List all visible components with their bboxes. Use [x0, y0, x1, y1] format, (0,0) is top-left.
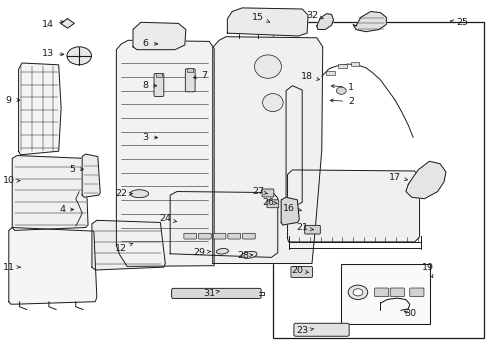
Text: 6: 6 — [142, 40, 158, 49]
FancyBboxPatch shape — [304, 225, 320, 234]
Polygon shape — [405, 161, 445, 199]
Circle shape — [67, 47, 91, 65]
Polygon shape — [212, 37, 322, 264]
Ellipse shape — [262, 94, 283, 112]
Text: 32: 32 — [305, 10, 323, 19]
Polygon shape — [352, 12, 386, 32]
Polygon shape — [227, 8, 307, 36]
Text: 31: 31 — [203, 289, 219, 298]
Bar — [272, 22, 483, 338]
Polygon shape — [287, 170, 419, 242]
Text: 25: 25 — [449, 18, 467, 27]
Polygon shape — [285, 86, 302, 207]
Text: 3: 3 — [142, 133, 158, 142]
Text: 28: 28 — [237, 251, 252, 260]
FancyBboxPatch shape — [350, 62, 359, 66]
Text: 11: 11 — [3, 263, 20, 271]
Polygon shape — [82, 154, 100, 197]
Text: 15: 15 — [252, 13, 269, 22]
FancyBboxPatch shape — [374, 288, 388, 297]
Bar — [341, 264, 429, 324]
Text: 29: 29 — [193, 248, 211, 257]
FancyBboxPatch shape — [185, 69, 195, 92]
FancyBboxPatch shape — [187, 68, 193, 72]
Circle shape — [347, 285, 367, 300]
Text: 20: 20 — [291, 266, 308, 275]
FancyBboxPatch shape — [325, 71, 334, 75]
Text: 14: 14 — [42, 20, 64, 29]
FancyBboxPatch shape — [198, 233, 211, 239]
Ellipse shape — [241, 251, 257, 258]
Text: 9: 9 — [6, 95, 20, 104]
Circle shape — [336, 87, 346, 94]
FancyBboxPatch shape — [213, 233, 225, 239]
Polygon shape — [9, 228, 97, 304]
Text: 10: 10 — [3, 176, 20, 185]
Ellipse shape — [254, 55, 281, 78]
Text: 27: 27 — [252, 187, 267, 196]
Text: 19: 19 — [421, 263, 433, 278]
Polygon shape — [281, 197, 299, 225]
Text: 17: 17 — [388, 173, 407, 181]
FancyBboxPatch shape — [242, 233, 255, 239]
Text: 7: 7 — [193, 71, 207, 80]
FancyBboxPatch shape — [262, 189, 273, 197]
FancyBboxPatch shape — [266, 200, 278, 208]
FancyBboxPatch shape — [183, 233, 196, 239]
Text: 18: 18 — [301, 72, 319, 81]
Text: 1: 1 — [330, 83, 353, 91]
Text: 16: 16 — [282, 204, 301, 212]
Circle shape — [352, 289, 362, 296]
Text: 8: 8 — [142, 81, 157, 90]
Polygon shape — [316, 14, 333, 30]
FancyBboxPatch shape — [171, 288, 261, 298]
Text: 26: 26 — [262, 198, 277, 207]
Text: 12: 12 — [115, 243, 133, 253]
Polygon shape — [19, 63, 61, 155]
FancyBboxPatch shape — [154, 73, 163, 96]
Text: 2: 2 — [329, 97, 353, 106]
FancyBboxPatch shape — [293, 323, 348, 336]
FancyBboxPatch shape — [227, 233, 240, 239]
Text: 30: 30 — [403, 309, 415, 318]
Text: 22: 22 — [115, 189, 133, 198]
FancyBboxPatch shape — [290, 266, 312, 278]
Text: 23: 23 — [296, 326, 313, 335]
Polygon shape — [12, 156, 88, 230]
Text: 24: 24 — [159, 214, 177, 223]
FancyBboxPatch shape — [156, 73, 162, 77]
Text: 21: 21 — [296, 223, 313, 232]
Ellipse shape — [216, 248, 228, 254]
Ellipse shape — [130, 190, 148, 198]
FancyBboxPatch shape — [389, 288, 404, 297]
Polygon shape — [92, 220, 165, 270]
FancyBboxPatch shape — [337, 64, 346, 68]
Text: 4: 4 — [60, 205, 74, 214]
FancyBboxPatch shape — [409, 288, 423, 297]
Polygon shape — [133, 22, 185, 50]
Text: 5: 5 — [69, 165, 83, 174]
Polygon shape — [61, 19, 74, 28]
Polygon shape — [116, 40, 214, 266]
Text: 13: 13 — [42, 49, 64, 58]
Polygon shape — [170, 192, 277, 257]
